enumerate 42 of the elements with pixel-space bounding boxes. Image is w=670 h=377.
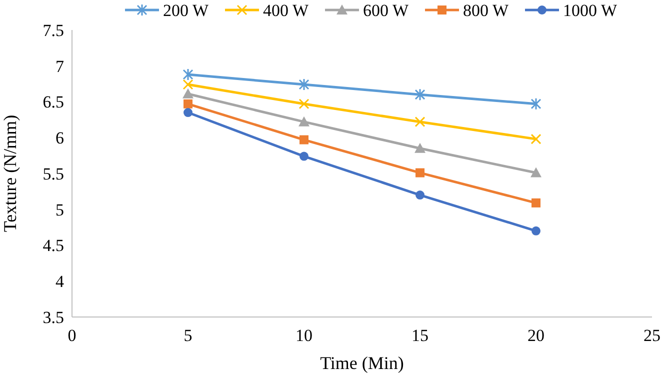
point: [532, 226, 540, 236]
y-tick-label: 6.5: [42, 92, 64, 112]
point: [532, 198, 540, 208]
point: [414, 142, 426, 153]
point: [530, 98, 542, 110]
point: [182, 88, 194, 98]
point: [182, 79, 194, 90]
legend-label: 200 W: [163, 0, 210, 20]
legend-label: 1000 W: [563, 0, 618, 20]
y-tick-label: 7: [56, 56, 64, 76]
point: [184, 108, 192, 118]
y-tick-label: 7.5: [42, 20, 64, 40]
x-tick-label: 20: [528, 326, 544, 345]
point: [530, 134, 542, 144]
point: [530, 167, 542, 178]
y-tick-label: 4: [56, 272, 64, 292]
point: [300, 135, 308, 144]
x-tick-label: 5: [184, 326, 192, 345]
point: [414, 88, 426, 101]
x-tick-label: 15: [412, 326, 428, 345]
x-tick-label: 25: [644, 326, 660, 345]
legend-label: 800 W: [463, 0, 510, 20]
point: [298, 78, 310, 91]
x-tick-label: 10: [296, 326, 312, 345]
y-tick-label: 3.5: [42, 308, 64, 327]
point: [300, 152, 308, 161]
point: [182, 68, 194, 81]
y-tick-label: 4.5: [42, 236, 64, 256]
legend-label: 400 W: [263, 0, 310, 20]
y-axis-title: Texture (N/mm): [0, 114, 20, 232]
point: [184, 99, 192, 108]
point: [416, 190, 424, 200]
legend-label: 600 W: [363, 0, 410, 20]
y-tick-label: 5.5: [42, 164, 64, 184]
point: [298, 98, 310, 110]
point: [298, 116, 310, 126]
x-tick-label: 0: [68, 326, 76, 345]
point: [414, 116, 426, 128]
x-axis-title: Time (Min): [320, 353, 404, 373]
point: [416, 168, 424, 178]
y-tick-label: 5: [56, 200, 64, 220]
y-tick-label: 6: [56, 128, 64, 148]
